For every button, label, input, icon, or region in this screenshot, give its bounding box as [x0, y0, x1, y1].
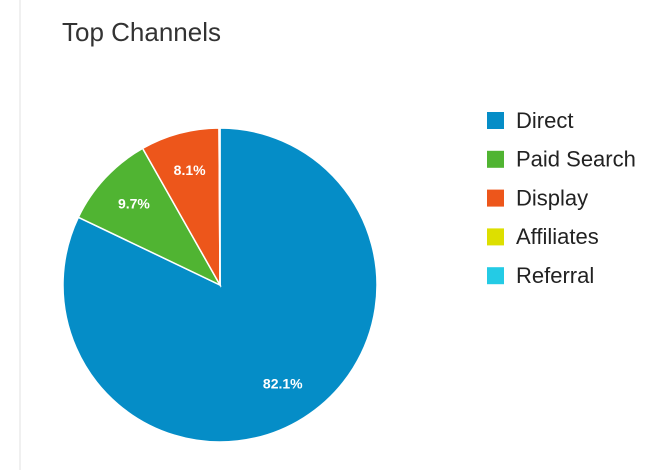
data-label: 82.1% [263, 375, 303, 391]
legend-swatch [487, 112, 504, 129]
legend-label: Display [516, 185, 588, 210]
data-label: 8.1% [174, 162, 206, 178]
legend-swatch [487, 228, 504, 246]
data-label: 9.7% [118, 195, 150, 211]
legend-swatch [487, 267, 504, 285]
legend-swatch [487, 189, 504, 207]
legend-label: Direct [516, 108, 573, 133]
legend-swatch [487, 150, 504, 168]
pie-slice [77, 147, 222, 287]
legend-label: Referral [516, 263, 594, 288]
legend-label: Affiliates [516, 224, 599, 249]
legend-label: Paid Search [516, 147, 636, 172]
chart-title: Top Channels [62, 17, 221, 47]
